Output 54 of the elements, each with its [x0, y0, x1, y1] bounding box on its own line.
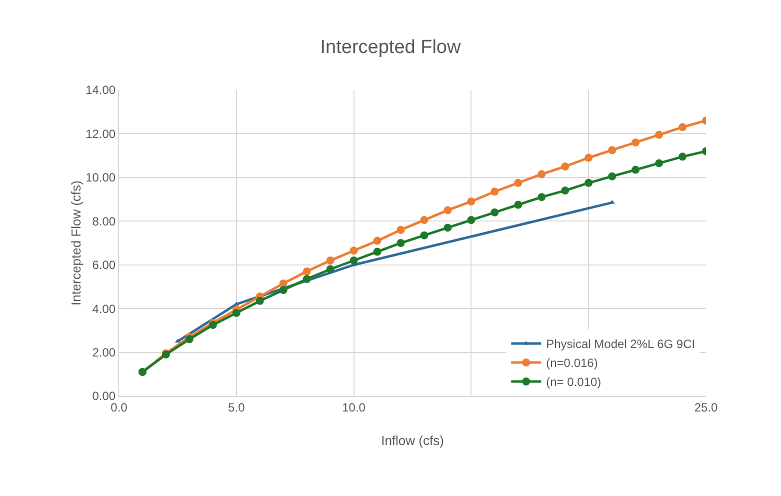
x-tick-label: 5.0: [228, 400, 246, 414]
point: [632, 138, 640, 146]
point: [608, 172, 616, 180]
point: [490, 208, 499, 216]
point: [326, 265, 334, 274]
x-axis-title: Inflow (cfs): [381, 433, 444, 448]
point: [655, 130, 664, 139]
point: [396, 226, 405, 234]
point: [514, 178, 522, 187]
point: [279, 286, 288, 294]
y-tick-label: 2.00: [92, 345, 116, 360]
point: [185, 335, 194, 344]
y-tick-label: 4.00: [92, 302, 116, 316]
point: [302, 267, 311, 276]
point: [538, 170, 546, 178]
point: [608, 146, 616, 154]
point: [678, 152, 687, 161]
y-tick-label: 12.00: [86, 126, 116, 141]
legend-label: (n=0.016): [546, 356, 598, 370]
point: [632, 166, 640, 174]
point: [302, 275, 311, 284]
point: [561, 162, 570, 170]
point: [655, 159, 664, 168]
point: [350, 256, 358, 264]
point: [420, 231, 428, 240]
chart-title: Intercepted Flow: [320, 36, 462, 58]
point: [538, 193, 546, 202]
point: [373, 248, 382, 256]
y-tick-label: 6.00: [92, 258, 116, 272]
x-tick-label: 10.0: [342, 400, 366, 414]
point: [514, 200, 522, 209]
point: [678, 123, 687, 132]
y-tick-label: 8.00: [92, 214, 116, 228]
point: [467, 216, 476, 224]
point: [444, 224, 452, 232]
point: [232, 308, 240, 317]
point: [396, 239, 405, 247]
point: [584, 154, 593, 162]
point: [256, 296, 264, 305]
y-tick-label: 10.00: [86, 170, 116, 185]
point: [350, 246, 358, 255]
point: [561, 186, 570, 195]
point: [584, 178, 593, 187]
point: [444, 206, 452, 214]
point: [467, 197, 476, 206]
point: [373, 236, 382, 245]
legend-label: Physical Model 2%L 6G 9CI: [546, 337, 696, 352]
y-axis-title: Intercepted Flow (cfs): [68, 180, 84, 306]
legend-label: (n= 0.010): [546, 375, 602, 390]
y-tick-label: 14.00: [86, 83, 116, 98]
x-tick-label: 25.0: [694, 400, 718, 414]
point: [326, 256, 334, 264]
point: [490, 188, 499, 196]
point: [420, 216, 428, 224]
